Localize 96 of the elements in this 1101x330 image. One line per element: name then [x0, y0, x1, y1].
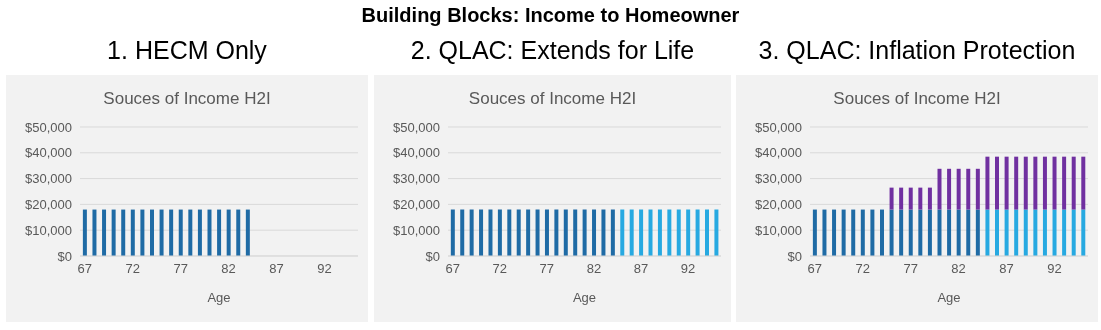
bar: [1023, 209, 1028, 256]
bar: [1062, 156, 1067, 210]
x-tick-label: 82: [951, 261, 966, 277]
bar: [956, 168, 961, 210]
bar: [985, 156, 990, 210]
bar: [995, 209, 1000, 256]
bar: [822, 209, 827, 256]
bar: [1062, 209, 1067, 256]
y-tick-label: $40,000: [755, 145, 802, 161]
bar: [947, 209, 952, 256]
bar: [966, 168, 971, 210]
y-tick-label: $30,000: [393, 171, 440, 187]
x-tick-label: 92: [680, 261, 696, 277]
x-tick-label: 82: [586, 261, 602, 277]
y-tick-label: $20,000: [393, 197, 440, 213]
x-tick-label: 77: [539, 261, 555, 277]
bar: [918, 209, 923, 256]
bar: [1081, 156, 1086, 210]
x-tick-label: 87: [633, 261, 649, 277]
y-tick-label: $50,000: [755, 119, 802, 135]
x-tick-label: 82: [221, 261, 236, 277]
bar: [937, 168, 942, 210]
x-tick-label: 92: [317, 261, 332, 277]
bar: [879, 209, 884, 256]
y-tick-label: $10,000: [393, 222, 440, 238]
bar: [927, 187, 932, 210]
x-tick-label: 87: [269, 261, 284, 277]
x-tick-label: 67: [807, 261, 823, 277]
chart-subtitle: Souces of Income H2I: [832, 89, 1002, 109]
bar: [966, 209, 971, 256]
bar: [1052, 209, 1057, 256]
y-tick-label: $20,000: [755, 197, 802, 213]
bar: [918, 187, 923, 210]
y-tick-label: $40,000: [393, 145, 440, 161]
bar: [1033, 209, 1038, 256]
bar: [937, 209, 942, 256]
bar: [1071, 209, 1076, 256]
x-tick-label: 92: [1047, 261, 1062, 277]
chart-subtitle: Souces of Income H2I: [467, 89, 638, 109]
bar: [1042, 209, 1047, 256]
y-tick-label: $10,000: [25, 222, 72, 238]
bar: [889, 187, 894, 210]
bar: [899, 209, 904, 256]
y-tick-label: $30,000: [25, 171, 72, 187]
y-tick-label: $20,000: [25, 197, 72, 213]
bar: [956, 209, 961, 256]
bar: [1004, 209, 1009, 256]
x-tick-label: 67: [445, 261, 460, 277]
x-axis-title: Age: [572, 290, 597, 305]
bar: [841, 209, 846, 256]
y-tick-label: $50,000: [25, 119, 72, 135]
bar: [851, 209, 856, 256]
bar: [908, 209, 913, 256]
chart-title: 2. QLAC: Extends for Life: [409, 36, 696, 65]
bar: [927, 209, 932, 256]
bar: [870, 209, 875, 256]
x-tick-label: 72: [492, 261, 508, 277]
x-axis-title: Age: [937, 290, 961, 305]
bar: [860, 209, 865, 256]
y-tick-label: $40,000: [25, 145, 72, 161]
bar: [947, 168, 952, 210]
y-tick-label: $10,000: [755, 222, 802, 238]
bar: [1042, 156, 1047, 210]
x-tick-label: 87: [999, 261, 1014, 277]
bar: [832, 209, 837, 256]
bar: [1004, 156, 1009, 210]
x-axis-title: Age: [207, 290, 231, 305]
bar: [995, 156, 1000, 210]
bar: [975, 209, 980, 256]
y-tick-label: $50,000: [393, 119, 440, 135]
bar: [975, 168, 980, 210]
y-tick-label: $0: [57, 248, 72, 264]
x-tick-label: 77: [173, 261, 188, 277]
chart-title: 1. HECM Only: [106, 36, 268, 65]
bar: [1052, 156, 1057, 210]
chart-subtitle: Souces of Income H2I: [102, 89, 272, 109]
bar: [889, 209, 894, 256]
bar: [812, 209, 817, 256]
y-tick-label: $0: [787, 248, 802, 264]
bar: [908, 187, 913, 210]
x-tick-label: 77: [903, 261, 918, 277]
y-tick-label: $0: [425, 248, 440, 264]
x-tick-label: 67: [77, 261, 93, 277]
bar: [1014, 156, 1019, 210]
bar: [1014, 209, 1019, 256]
bar: [985, 209, 990, 256]
y-tick-label: $30,000: [755, 171, 802, 187]
bar: [1033, 156, 1038, 210]
bar: [899, 187, 904, 210]
text: Building Blocks: Income to Homeowner: [360, 4, 741, 27]
x-tick-label: 72: [855, 261, 870, 277]
bar: [1023, 156, 1028, 210]
bar: [1071, 156, 1076, 210]
chart-title: 3. QLAC: Inflation Protection: [757, 36, 1077, 65]
bar: [1081, 209, 1086, 256]
x-tick-label: 72: [125, 261, 140, 277]
